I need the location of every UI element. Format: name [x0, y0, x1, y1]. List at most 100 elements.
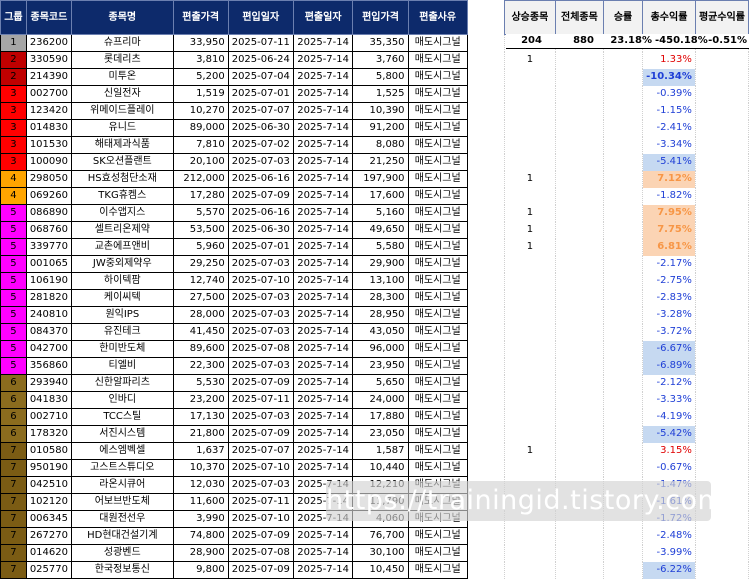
return-cell[interactable]: -6.22%	[642, 561, 696, 579]
return-cell[interactable]: -0.39%	[642, 85, 696, 103]
exit-date-cell[interactable]: 2025-7-14	[292, 272, 354, 290]
return-cell[interactable]: 6.81%	[642, 238, 696, 256]
empty-cell[interactable]	[602, 289, 644, 307]
entry-date-cell[interactable]: 2025-07-08	[227, 340, 294, 358]
entry-price-cell[interactable]: 20,100	[172, 153, 229, 171]
header-avg-return[interactable]: 평균수익률	[694, 0, 749, 35]
reason-cell[interactable]: 매도시그널	[407, 136, 468, 154]
reason-cell[interactable]: 매도시그널	[407, 34, 468, 52]
reason-cell[interactable]: 매도시그널	[407, 442, 468, 460]
empty-cell[interactable]	[554, 374, 605, 392]
rising-cell[interactable]	[503, 323, 556, 341]
reason-cell[interactable]: 매도시그널	[407, 170, 468, 188]
entry-date-cell[interactable]: 2025-07-07	[227, 442, 294, 460]
group-cell[interactable]: 5	[0, 289, 27, 307]
entry-date-cell[interactable]: 2025-07-08	[227, 544, 294, 562]
exit-date-cell[interactable]: 2025-7-14	[292, 238, 354, 256]
reason-cell[interactable]: 매도시그널	[407, 119, 468, 137]
empty-cell[interactable]	[694, 544, 749, 562]
empty-cell[interactable]	[554, 204, 605, 222]
code-cell[interactable]: 330590	[25, 51, 73, 69]
code-cell[interactable]: 025770	[25, 561, 73, 579]
exit-date-cell[interactable]: 2025-7-14	[292, 51, 354, 69]
name-cell[interactable]: 교촌에프앤비	[71, 238, 174, 256]
entry-date-cell[interactable]: 2025-07-03	[227, 476, 294, 494]
exit-date-cell[interactable]: 2025-7-14	[292, 153, 354, 171]
empty-cell[interactable]	[554, 289, 605, 307]
code-cell[interactable]: 014830	[25, 119, 73, 137]
entry-date-cell[interactable]: 2025-06-24	[227, 51, 294, 69]
empty-cell[interactable]	[554, 102, 605, 120]
group-cell[interactable]: 4	[0, 187, 27, 205]
empty-cell[interactable]	[694, 442, 749, 460]
code-cell[interactable]: 293940	[25, 374, 73, 392]
entry-date-cell[interactable]: 2025-07-10	[227, 459, 294, 477]
reason-cell[interactable]: 매도시그널	[407, 425, 468, 443]
rising-cell[interactable]: 1	[503, 238, 556, 256]
group-cell[interactable]: 7	[0, 442, 27, 460]
group-cell[interactable]: 4	[0, 170, 27, 188]
exit-date-cell[interactable]: 2025-7-14	[292, 119, 354, 137]
empty-cell[interactable]	[602, 136, 644, 154]
exit-price-cell[interactable]: 13,100	[352, 272, 409, 290]
empty-cell[interactable]	[694, 323, 749, 341]
empty-cell[interactable]	[554, 187, 605, 205]
exit-price-cell[interactable]: 35,350	[352, 34, 409, 52]
entry-price-cell[interactable]: 74,800	[172, 527, 229, 545]
return-cell[interactable]: -3.34%	[642, 136, 696, 154]
empty-cell[interactable]	[554, 340, 605, 358]
empty-cell[interactable]	[694, 85, 749, 103]
empty-cell[interactable]	[602, 374, 644, 392]
empty-cell[interactable]	[602, 238, 644, 256]
return-cell[interactable]: -2.48%	[642, 527, 696, 545]
entry-date-cell[interactable]: 2025-07-09	[227, 527, 294, 545]
code-cell[interactable]: 356860	[25, 357, 73, 375]
return-cell[interactable]: -2.12%	[642, 374, 696, 392]
code-cell[interactable]: 002700	[25, 85, 73, 103]
return-cell[interactable]: -1.82%	[642, 187, 696, 205]
exit-price-cell[interactable]: 76,700	[352, 527, 409, 545]
entry-price-cell[interactable]: 27,500	[172, 289, 229, 307]
empty-cell[interactable]	[694, 102, 749, 120]
return-cell[interactable]: -1.15%	[642, 102, 696, 120]
empty-cell[interactable]	[602, 272, 644, 290]
code-cell[interactable]: 106190	[25, 272, 73, 290]
empty-cell[interactable]	[694, 459, 749, 477]
exit-price-cell[interactable]: 30,100	[352, 544, 409, 562]
empty-cell[interactable]	[554, 255, 605, 273]
entry-price-cell[interactable]: 5,570	[172, 204, 229, 222]
exit-price-cell[interactable]: 5,160	[352, 204, 409, 222]
entry-price-cell[interactable]: 89,000	[172, 119, 229, 137]
name-cell[interactable]: HS효성첨단소재	[71, 170, 174, 188]
exit-date-cell[interactable]: 2025-7-14	[292, 561, 354, 579]
reason-cell[interactable]: 매도시그널	[407, 391, 468, 409]
reason-cell[interactable]: 매도시그널	[407, 561, 468, 579]
code-cell[interactable]: 100090	[25, 153, 73, 171]
entry-date-cell[interactable]: 2025-07-02	[227, 136, 294, 154]
empty-cell[interactable]	[602, 323, 644, 341]
empty-cell[interactable]	[554, 408, 605, 426]
reason-cell[interactable]: 매도시그널	[407, 459, 468, 477]
code-cell[interactable]: 236200	[25, 34, 73, 52]
return-cell[interactable]: 1.33%	[642, 51, 696, 69]
header-entry-date[interactable]: 편입일자	[227, 0, 294, 35]
name-cell[interactable]: 케이씨텍	[71, 289, 174, 307]
exit-price-cell[interactable]: 17,880	[352, 408, 409, 426]
entry-price-cell[interactable]: 17,280	[172, 187, 229, 205]
rising-cell[interactable]	[503, 136, 556, 154]
name-cell[interactable]: 셀트리온제약	[71, 221, 174, 239]
empty-cell[interactable]	[554, 68, 605, 86]
rising-cell[interactable]	[503, 85, 556, 103]
empty-cell[interactable]	[602, 221, 644, 239]
reason-cell[interactable]: 매도시그널	[407, 357, 468, 375]
code-cell[interactable]: 267270	[25, 527, 73, 545]
empty-cell[interactable]	[694, 340, 749, 358]
reason-cell[interactable]: 매도시그널	[407, 85, 468, 103]
empty-cell[interactable]	[602, 442, 644, 460]
code-cell[interactable]: 950190	[25, 459, 73, 477]
entry-date-cell[interactable]: 2025-07-01	[227, 85, 294, 103]
return-cell[interactable]: 3.15%	[642, 442, 696, 460]
name-cell[interactable]: 신일전자	[71, 85, 174, 103]
name-cell[interactable]: 슈프리마	[71, 34, 174, 52]
group-cell[interactable]: 5	[0, 323, 27, 341]
